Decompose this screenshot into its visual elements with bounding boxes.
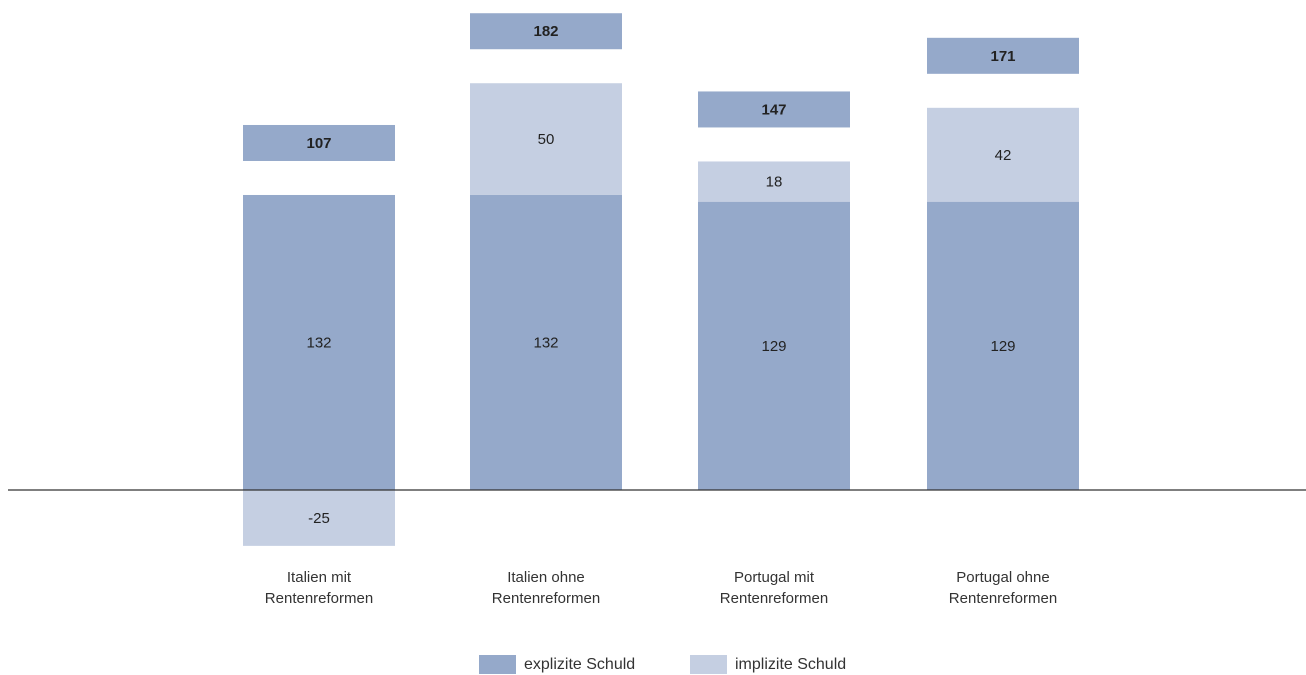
bar-implicit xyxy=(927,107,1079,202)
data-label-explicit: 132 xyxy=(533,334,558,351)
total-label: 182 xyxy=(533,23,558,40)
bar-implicit xyxy=(243,490,395,546)
bar-explicit xyxy=(927,201,1079,490)
bar-implicit xyxy=(698,161,850,202)
total-label: 147 xyxy=(761,101,786,118)
bar-explicit xyxy=(470,194,622,491)
category-label: Italien mit xyxy=(287,569,352,586)
total-box xyxy=(470,13,622,50)
category-label: Portugal ohne xyxy=(956,569,1049,586)
data-label-implicit: 42 xyxy=(995,147,1012,164)
total-label: 107 xyxy=(306,135,331,152)
bars-layer: 132 -25 132 50 129 18 129 42 xyxy=(243,83,1079,546)
legend-label-implicit: implizite Schuld xyxy=(735,655,847,673)
bar-implicit xyxy=(470,83,622,195)
category-label: Rentenreformen xyxy=(720,590,828,607)
legend-item-explicit: explizite Schuld xyxy=(479,654,635,675)
category-label: Rentenreformen xyxy=(265,590,373,607)
data-label-explicit: 129 xyxy=(990,338,1015,355)
total-label: 171 xyxy=(990,48,1015,65)
data-label-implicit: -25 xyxy=(308,510,330,527)
totals-layer: 107 182 147 171 xyxy=(243,13,1079,161)
bar-explicit xyxy=(243,194,395,491)
category-label: Italien ohne xyxy=(507,569,585,586)
total-box xyxy=(927,37,1079,74)
category-labels-layer: Italien mit Rentenreformen Italien ohne Ren… xyxy=(265,569,1057,607)
category-label: Portugal mit xyxy=(734,569,815,586)
legend-swatch-implicit xyxy=(690,655,727,674)
data-label-implicit: 18 xyxy=(766,174,783,191)
legend-swatch-explicit xyxy=(479,655,516,674)
legend: explizite Schuld implizite Schuld xyxy=(0,654,1306,675)
data-label-explicit: 132 xyxy=(306,334,331,351)
legend-label-explicit: explizite Schuld xyxy=(524,655,636,673)
legend-item-implicit: implizite Schuld xyxy=(690,654,846,675)
total-box xyxy=(243,124,395,161)
data-label-explicit: 129 xyxy=(761,338,786,355)
category-label: Rentenreformen xyxy=(949,590,1057,607)
category-label: Rentenreformen xyxy=(492,590,600,607)
bar-explicit xyxy=(698,201,850,490)
total-box xyxy=(698,91,850,128)
data-label-implicit: 50 xyxy=(538,131,555,148)
